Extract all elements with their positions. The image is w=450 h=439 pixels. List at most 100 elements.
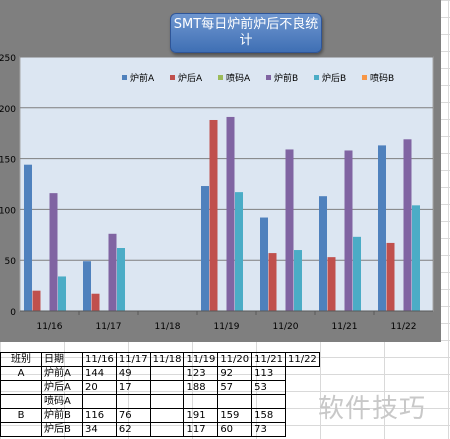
header-cell[interactable]: 11/20 xyxy=(217,352,253,367)
data-table: 班别 日期 11/16 11/17 11/18 11/19 11/20 11/21 11/22 A… xyxy=(0,352,320,437)
team-cell[interactable]: A xyxy=(0,366,42,381)
table-row: B 炉前B 116 76 191 159 158 xyxy=(0,408,320,423)
header-cell[interactable]: 11/16 xyxy=(82,352,117,367)
legend-swatch-炉前A xyxy=(122,75,127,80)
value-cell[interactable] xyxy=(82,394,117,409)
y-tick-label: 50 xyxy=(5,257,17,267)
bar-炉前A-11/20 xyxy=(260,217,268,311)
team-cell[interactable] xyxy=(0,422,42,437)
value-cell[interactable] xyxy=(149,380,185,395)
value-cell[interactable]: 57 xyxy=(217,380,253,395)
bar-炉后A-11/17 xyxy=(91,293,100,311)
bar-炉前B-11/17 xyxy=(108,233,117,311)
bar-炉前A-11/19 xyxy=(201,186,209,311)
bar-炉前A-11/16 xyxy=(24,164,32,311)
item-cell[interactable]: 炉前A xyxy=(41,366,83,381)
value-cell[interactable] xyxy=(149,422,185,437)
y-tick-label: 250 xyxy=(0,54,16,64)
item-cell[interactable]: 喷码A xyxy=(41,394,83,409)
header-cell[interactable]: 11/17 xyxy=(115,352,151,367)
value-cell[interactable]: 73 xyxy=(251,422,286,437)
value-cell[interactable]: 53 xyxy=(251,380,286,395)
bar-炉前B-11/20 xyxy=(285,149,294,311)
value-cell[interactable] xyxy=(149,408,185,423)
value-cell[interactable]: 17 xyxy=(115,380,151,395)
bar-炉后A-11/22 xyxy=(386,242,395,311)
header-cell[interactable]: 11/21 xyxy=(251,352,286,367)
value-cell[interactable]: 159 xyxy=(217,408,253,423)
value-cell[interactable]: 20 xyxy=(82,380,117,395)
value-cell[interactable]: 116 xyxy=(82,408,117,423)
value-cell[interactable] xyxy=(251,394,286,409)
header-cell[interactable]: 11/18 xyxy=(149,352,185,367)
item-cell[interactable]: 炉后A xyxy=(41,380,83,395)
value-cell[interactable]: 117 xyxy=(183,422,219,437)
axes: 0 50 100 150 200 250 11/16 11/17 11/18 11/19 11/20… xyxy=(0,54,433,332)
value-cell[interactable] xyxy=(149,394,185,409)
value-cell[interactable]: 76 xyxy=(115,408,151,423)
y-tick-label: 150 xyxy=(0,156,16,166)
legend-label: 炉后B xyxy=(322,72,346,84)
bar-炉后B-11/17 xyxy=(117,248,125,311)
x-tick-label: 11/18 xyxy=(155,322,181,332)
value-cell[interactable]: 123 xyxy=(183,366,219,381)
legend-label: 炉前B xyxy=(274,72,298,84)
legend-label: 喷码B xyxy=(370,73,394,84)
value-cell[interactable] xyxy=(217,394,253,409)
value-cell[interactable] xyxy=(183,394,219,409)
header-cell[interactable]: 日期 xyxy=(41,352,83,367)
bar-炉后B-11/22 xyxy=(412,205,420,311)
bar-炉前A-11/17 xyxy=(83,261,91,311)
y-tick-label: 0 xyxy=(10,308,16,318)
legend-swatch-喷码A xyxy=(218,75,223,80)
header-cell[interactable]: 11/22 xyxy=(284,352,320,367)
value-cell[interactable]: 92 xyxy=(217,366,253,381)
value-cell[interactable]: 49 xyxy=(115,366,151,381)
bar-炉后A-11/16 xyxy=(32,290,41,311)
value-cell[interactable]: 191 xyxy=(183,408,219,423)
bars xyxy=(24,116,420,311)
team-cell[interactable]: B xyxy=(0,408,42,423)
header-cell[interactable]: 班别 xyxy=(0,352,42,367)
value-cell[interactable]: 113 xyxy=(251,366,286,381)
item-cell[interactable]: 炉前B xyxy=(41,408,83,423)
x-tick-label: 11/17 xyxy=(96,322,122,332)
chart-object[interactable]: 0 50 100 150 200 250 11/16 11/17 11/18 11/19 11/20… xyxy=(0,0,441,342)
legend-swatch-炉后B xyxy=(314,75,319,80)
x-tick-label: 11/20 xyxy=(273,322,299,332)
x-tick-label: 11/16 xyxy=(37,322,63,332)
table-row: A 炉前A 144 49 123 92 113 xyxy=(0,366,320,381)
value-cell[interactable]: 158 xyxy=(251,408,286,423)
team-cell[interactable] xyxy=(0,380,42,395)
bar-炉后A-11/20 xyxy=(268,253,277,311)
table-row: 炉后A 20 17 188 57 53 xyxy=(0,380,320,395)
bar-炉前A-11/22 xyxy=(378,145,386,311)
value-cell[interactable]: 144 xyxy=(82,366,117,381)
chart-title-box[interactable]: SMT每日炉前炉后不良统计 xyxy=(170,13,322,53)
team-cell[interactable] xyxy=(0,394,42,409)
x-tick-label: 11/21 xyxy=(332,322,358,332)
watermark: 软件技巧 xyxy=(318,394,427,424)
value-cell[interactable] xyxy=(115,394,151,409)
value-cell[interactable]: 60 xyxy=(217,422,253,437)
item-cell[interactable]: 炉后B xyxy=(41,422,83,437)
bar-炉前A-11/21 xyxy=(319,196,327,311)
header-cell[interactable]: 11/19 xyxy=(183,352,219,367)
legend-swatch-喷码B xyxy=(362,75,367,80)
bar-炉后B-11/19 xyxy=(235,192,243,311)
bar-炉前B-11/21 xyxy=(344,150,353,311)
bar-炉后B-11/16 xyxy=(58,276,66,311)
value-cell[interactable]: 34 xyxy=(82,422,117,437)
value-cell[interactable] xyxy=(149,366,185,381)
table-header-row: 班别 日期 11/16 11/17 11/18 11/19 11/20 11/21 11/22 xyxy=(0,352,320,367)
bar-炉后B-11/21 xyxy=(353,236,361,311)
value-cell[interactable]: 188 xyxy=(183,380,219,395)
bar-炉后A-11/19 xyxy=(209,119,218,311)
bar-炉后A-11/21 xyxy=(327,257,336,311)
legend-swatch-炉前B xyxy=(266,75,271,80)
x-tick-label: 11/19 xyxy=(214,322,240,332)
y-tick-label: 100 xyxy=(0,206,16,216)
legend-label: 炉后A xyxy=(178,72,203,84)
value-cell[interactable]: 62 xyxy=(115,422,151,437)
bar-炉前B-11/16 xyxy=(49,193,58,311)
